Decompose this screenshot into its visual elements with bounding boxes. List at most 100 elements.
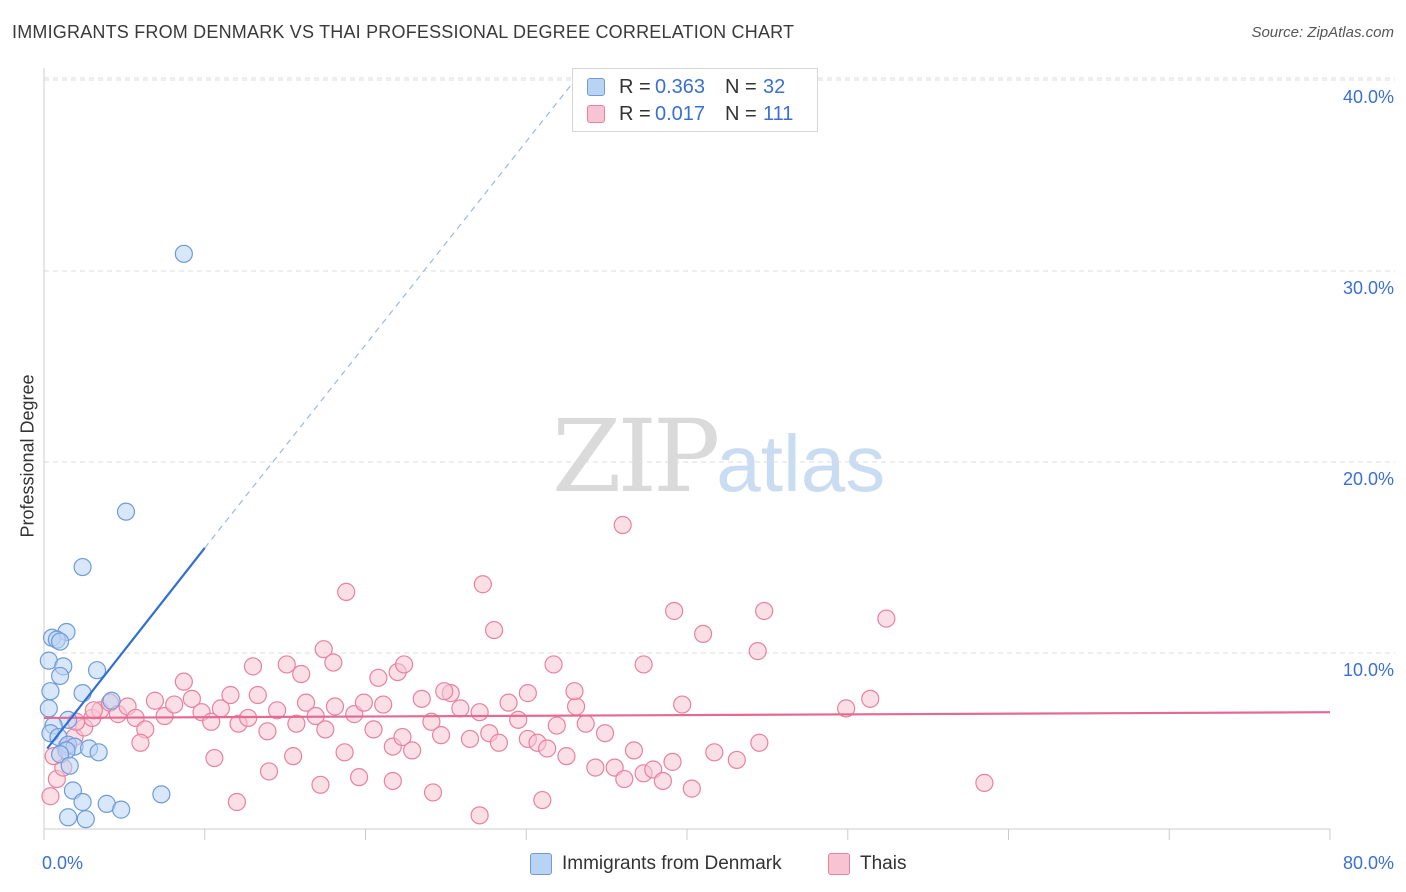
data-point-thais bbox=[354, 693, 373, 712]
data-point-thais bbox=[311, 775, 330, 794]
data-point-thais bbox=[538, 739, 557, 758]
data-point-thais bbox=[131, 733, 150, 752]
data-point-thais bbox=[258, 722, 277, 741]
data-point-thais bbox=[624, 741, 644, 760]
legend-label-denmark: Immigrants from Denmark bbox=[562, 853, 782, 874]
data-point-thais bbox=[615, 769, 634, 789]
chart-title: IMMIGRANTS FROM DENMARK VS THAI PROFESSI… bbox=[12, 22, 795, 42]
data-point-thais bbox=[595, 724, 615, 743]
legend-item-thais[interactable]: Thais bbox=[828, 853, 906, 875]
trend-line-thais bbox=[43, 711, 1331, 720]
source-label: Source: ZipAtlas.com bbox=[1251, 24, 1394, 41]
data-point-thais bbox=[314, 640, 333, 659]
data-point-thais bbox=[613, 515, 632, 535]
data-point-thais bbox=[267, 701, 287, 720]
data-point-thais bbox=[412, 689, 431, 708]
data-point-thais bbox=[533, 790, 552, 810]
data-point-thais bbox=[470, 806, 489, 825]
data-point-thais bbox=[748, 641, 767, 661]
trend-line-denmark bbox=[46, 547, 206, 750]
data-point-denmark bbox=[50, 632, 70, 651]
r-value: 0.363 bbox=[655, 75, 706, 98]
data-point-thais bbox=[369, 668, 388, 687]
data-point-thais bbox=[566, 697, 586, 716]
pink-swatch bbox=[828, 853, 850, 875]
data-point-thais bbox=[227, 792, 246, 812]
data-point-thais bbox=[877, 609, 896, 628]
data-point-thais bbox=[324, 653, 343, 672]
y-tick-label-30: 30.0% bbox=[1342, 278, 1394, 298]
legend-label-thais: Thais bbox=[860, 853, 907, 874]
data-point-denmark bbox=[41, 682, 60, 701]
data-point-denmark bbox=[73, 684, 92, 703]
data-point-thais bbox=[693, 624, 713, 644]
data-point-denmark bbox=[50, 666, 70, 686]
x-tick-label-max: 80.0% bbox=[1342, 853, 1394, 873]
data-point-thais bbox=[837, 699, 856, 718]
watermark-atlas: atlas bbox=[716, 419, 886, 508]
data-point-thais bbox=[489, 733, 509, 752]
data-point-thais bbox=[750, 733, 769, 752]
r-label: R = bbox=[619, 102, 651, 125]
data-point-denmark bbox=[73, 557, 92, 577]
data-point-thais bbox=[460, 729, 480, 749]
y-axis-label: Professional Degree bbox=[17, 374, 38, 538]
data-point-thais bbox=[451, 699, 470, 718]
data-point-thais bbox=[485, 620, 504, 640]
data-point-thais bbox=[394, 655, 414, 674]
n-value: 32 bbox=[763, 75, 786, 98]
data-point-thais bbox=[544, 655, 563, 674]
data-point-thais bbox=[337, 582, 356, 601]
data-point-thais bbox=[470, 703, 489, 722]
data-point-thais bbox=[565, 682, 584, 701]
data-point-thais bbox=[861, 689, 880, 708]
series-legend: Immigrants from Denmark Thais bbox=[0, 853, 1406, 877]
data-point-thais bbox=[277, 655, 296, 674]
data-point-thais bbox=[634, 655, 653, 674]
data-point-thais bbox=[364, 720, 383, 739]
data-point-denmark bbox=[60, 756, 79, 775]
y-tick-label-20: 20.0% bbox=[1342, 469, 1394, 489]
data-point-thais bbox=[316, 720, 335, 739]
data-point-thais bbox=[705, 743, 724, 762]
n-label: N = bbox=[725, 75, 757, 98]
data-point-thais bbox=[975, 773, 994, 792]
data-point-denmark bbox=[112, 800, 131, 819]
data-point-thais bbox=[653, 771, 672, 791]
data-point-thais bbox=[174, 672, 193, 691]
r-value: 0.017 bbox=[655, 102, 706, 125]
data-point-thais bbox=[755, 601, 774, 621]
stats-legend-row-thais: R = 0.017 N = 111 bbox=[587, 102, 793, 126]
data-point-denmark bbox=[59, 808, 78, 827]
data-point-thais bbox=[165, 695, 184, 714]
data-point-thais bbox=[284, 747, 303, 766]
data-point-thais bbox=[403, 741, 422, 760]
data-point-thais bbox=[335, 743, 354, 762]
data-point-thais bbox=[682, 779, 701, 798]
data-point-thais bbox=[431, 726, 451, 745]
x-tick-label-min: 0.0% bbox=[42, 853, 84, 873]
data-point-thais bbox=[221, 685, 240, 705]
data-point-thais bbox=[499, 693, 518, 712]
data-point-denmark bbox=[87, 661, 107, 680]
data-point-thais bbox=[473, 575, 492, 594]
data-point-denmark bbox=[152, 785, 171, 804]
data-point-thais bbox=[84, 701, 103, 720]
data-point-thais bbox=[557, 747, 576, 766]
data-point-thais bbox=[423, 783, 443, 802]
data-point-thais bbox=[287, 714, 306, 733]
stats-legend: R = 0.363 N = 32 R = 0.017 N = 111 bbox=[572, 68, 818, 132]
blue-swatch bbox=[530, 853, 552, 875]
blue-swatch bbox=[587, 78, 605, 96]
legend-item-denmark[interactable]: Immigrants from Denmark bbox=[530, 853, 782, 875]
pink-swatch bbox=[587, 105, 605, 123]
data-point-thais bbox=[182, 689, 201, 708]
y-tick-label-40: 40.0% bbox=[1342, 87, 1394, 107]
data-point-thais bbox=[518, 684, 537, 703]
data-point-denmark bbox=[39, 699, 58, 718]
data-point-denmark bbox=[89, 743, 108, 762]
data-point-denmark bbox=[174, 244, 193, 263]
data-point-thais bbox=[547, 716, 566, 735]
data-point-thais bbox=[586, 758, 605, 777]
